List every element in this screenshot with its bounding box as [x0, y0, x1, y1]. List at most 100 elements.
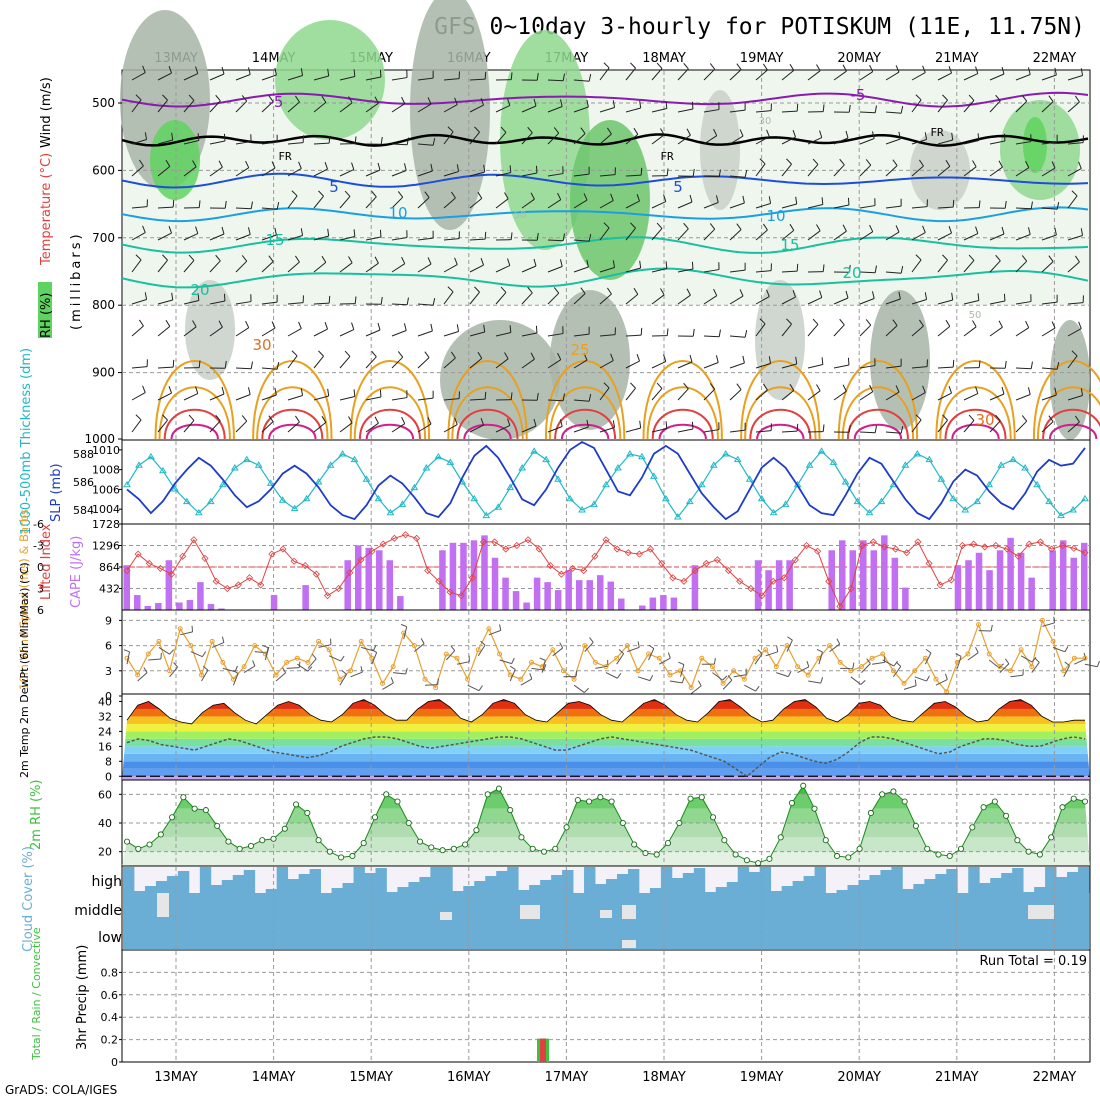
wind-barb [937, 159, 951, 177]
cloud-cell-high [902, 889, 914, 893]
date-label: 14MAY [252, 1070, 296, 1085]
thickness-point [901, 461, 910, 468]
wind-barb [417, 191, 430, 209]
temperature-contour [121, 236, 1089, 254]
wind-speed-point [922, 655, 928, 661]
wind-barb [521, 258, 537, 273]
rh-2m-point [529, 845, 536, 852]
wind-barb [495, 232, 513, 241]
wind-barb [547, 192, 562, 209]
wind-barb [287, 415, 300, 433]
temperature-contour [121, 206, 1089, 223]
cape-bar [134, 595, 141, 610]
slp-line [126, 440, 1086, 521]
wind-barb [625, 420, 642, 433]
wind-barb [1052, 646, 1069, 653]
wind-barb [807, 130, 823, 145]
wind-barb [313, 388, 330, 401]
tick-label: 0.2 [101, 1034, 119, 1047]
temp-band [122, 731, 1090, 739]
thickness-point [925, 455, 934, 463]
cape-bar [870, 550, 878, 610]
wind-barb [989, 254, 1001, 273]
lifted-index-point [424, 567, 432, 575]
wind-barb [924, 648, 932, 665]
wind-barb [391, 390, 408, 401]
wind-barb [1067, 161, 1082, 177]
wind-barb [495, 418, 511, 433]
rh-2m-point [293, 801, 300, 808]
tick-label: 0.4 [101, 1011, 119, 1024]
wind-barb [989, 360, 1007, 369]
wind-barb [882, 659, 898, 667]
wind-barb [261, 415, 274, 433]
cloud-cell-high [199, 867, 212, 893]
wind-barb [232, 669, 239, 686]
cloud-cell-high [715, 887, 728, 893]
contour-label: 15 [265, 231, 284, 249]
rh-2m-point [957, 845, 965, 852]
cloud-cell-high [496, 871, 508, 893]
wind-barb [859, 425, 877, 434]
wind-speed-point [1007, 668, 1013, 674]
wind-barb [547, 352, 562, 369]
wind-barb [937, 414, 948, 433]
wind-barb [885, 225, 900, 241]
lifted-index-point [691, 567, 699, 575]
wind-barb [911, 94, 922, 113]
temp-band [122, 761, 1090, 769]
lifted-index-point [156, 564, 164, 572]
rh-blob [275, 20, 385, 140]
cloud-cell-high [979, 883, 991, 893]
wind-barb [547, 166, 564, 177]
thickness-point [997, 461, 1006, 468]
wind-barb [183, 414, 195, 433]
cape-bar [186, 600, 194, 610]
cape-bar [491, 557, 499, 610]
cape-bar [376, 550, 383, 610]
thickness-point [1009, 455, 1018, 463]
thickness-point [566, 494, 574, 502]
wind-barb [625, 62, 636, 81]
contour-label: 25 [570, 341, 589, 359]
wind-barb [183, 133, 200, 145]
thickness-point [362, 475, 371, 482]
cloud-cell-high [924, 879, 936, 893]
wind-speed-point [571, 676, 577, 682]
tick-label: 0 [111, 1056, 118, 1069]
thickness-point [470, 494, 479, 502]
wind-speed-point [507, 672, 513, 678]
wind-barb [131, 199, 148, 209]
tick-label: 0 [37, 561, 44, 574]
wind-speed-point [763, 647, 769, 653]
lifted-index-point [223, 584, 231, 593]
wind-barb [599, 327, 616, 337]
rh-2m-point [383, 791, 390, 798]
wind-barb [365, 96, 379, 113]
wind-barb [1041, 415, 1054, 433]
date-label: 22MAY [1033, 51, 1077, 66]
cloud-cell-high [880, 870, 892, 893]
wind-barb [729, 289, 744, 305]
rh-blob [700, 90, 740, 210]
thickness-point [1045, 497, 1053, 505]
rh-2m-point [428, 844, 435, 851]
wind-barb [201, 665, 209, 682]
wind-barb [781, 63, 795, 81]
wind-barb [391, 191, 404, 209]
wind-barb [417, 351, 430, 369]
wind-barb [781, 263, 799, 273]
wind-barb [131, 94, 142, 113]
lifted-index-point [190, 536, 198, 544]
wind-barb [209, 254, 221, 273]
wind-speed-point [858, 664, 864, 670]
wind-speed-point [603, 664, 609, 670]
lifted-index-point [602, 536, 610, 544]
cape-bar [470, 540, 478, 610]
wind-barb [892, 661, 902, 678]
wind-speed-point [699, 655, 705, 661]
wind-barb [521, 232, 539, 241]
wind-barb [573, 166, 590, 177]
wind-barb [391, 297, 409, 306]
cape-bar [397, 596, 404, 610]
